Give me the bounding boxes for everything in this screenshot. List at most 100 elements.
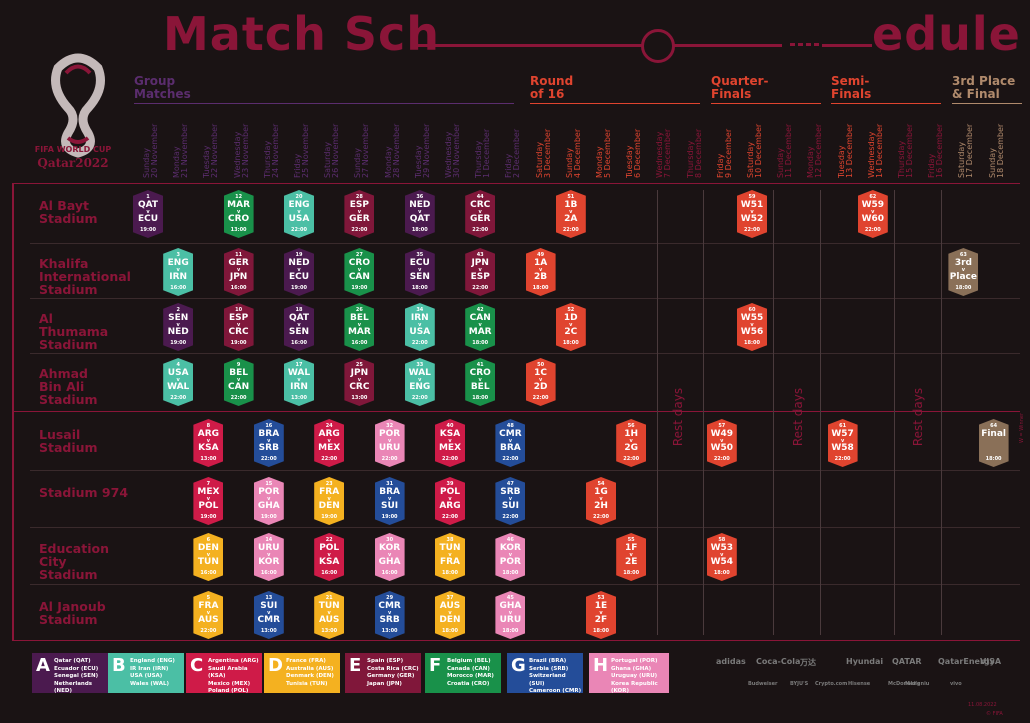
team-away: POR <box>499 557 521 567</box>
team-away: ECU <box>288 272 310 282</box>
versus-mark: v <box>146 209 150 215</box>
day-header: Friday 2 December <box>504 112 521 178</box>
team-home: FRA <box>198 601 219 611</box>
versus-mark: v <box>297 267 301 273</box>
team-home: POR <box>379 429 401 439</box>
versus-mark: v <box>569 322 573 328</box>
team-away: 2B <box>534 272 548 282</box>
versus-mark: v <box>176 322 180 328</box>
match-number: 29 <box>386 595 394 601</box>
match-number: 37 <box>446 595 454 601</box>
team-away: W52 <box>740 214 764 224</box>
match-number: 59 <box>748 194 756 200</box>
match-number: 18 <box>295 307 303 313</box>
kickoff-time: 22:00 <box>502 456 519 462</box>
kickoff-time: 22:00 <box>502 514 519 520</box>
kickoff-time: 18:00 <box>713 570 730 576</box>
team-away: DEN <box>439 615 461 625</box>
day-date: 24 November <box>270 123 280 178</box>
kickoff-time: 16:00 <box>381 570 398 576</box>
kickoff-time: 19:00 <box>230 340 247 346</box>
match-tile: 50 1C v 2D 22:00 <box>525 358 556 406</box>
day-header: Monday 21 November <box>172 112 189 178</box>
versus-mark: v <box>176 377 180 383</box>
day-header: Tuesday 13 December <box>837 112 854 178</box>
match-tile: 54 1G v 2H 22:00 <box>586 477 616 525</box>
stadium-label: Education City Stadium <box>39 541 109 582</box>
match-tile: 15 POR v GHA 19:00 <box>253 477 284 525</box>
team-away: SRB <box>258 443 279 453</box>
kickoff-time: 22:00 <box>411 340 428 346</box>
match-tile: 29 CMR v SRB 13:00 <box>374 591 405 639</box>
sponsor-logo: Budweiser <box>748 681 778 687</box>
group-legend-box: H Portugal (POR) Ghana (GHA) Uruguay (URU… <box>589 653 669 694</box>
versus-mark: v <box>357 322 362 328</box>
day-date: 8 December <box>693 128 703 178</box>
match-number: 41 <box>476 362 484 368</box>
team-home: CMR <box>378 601 401 611</box>
team-home: SUI <box>260 601 278 611</box>
match-tile: 2 SEN v NED 19:00 <box>163 303 194 351</box>
team-home: W51 <box>740 200 764 210</box>
match-tile: 51 1B v 2A 22:00 <box>555 190 586 238</box>
versus-mark: v <box>720 552 724 558</box>
match-tile: 43 JPN v ESP 22:00 <box>465 248 496 296</box>
match-number: 51 <box>567 194 575 200</box>
team-away: 2C <box>564 327 578 337</box>
group-teams: Brazil (BRA) Serbia (SRB) Switzerland (S… <box>529 658 582 694</box>
match-number: 12 <box>235 194 243 200</box>
match-number: 1 <box>146 194 150 200</box>
match-tile: 44 CRC v GER 22:00 <box>465 190 496 238</box>
day-header: Saturday 3 December <box>535 112 552 178</box>
logo-line2: Qatar2022 <box>37 156 109 170</box>
team-home: QAT <box>137 200 159 210</box>
team-away: URU <box>499 615 522 625</box>
group-teams: Qatar (QAT) Ecuador (ECU) Senegal (SEN) … <box>54 658 99 694</box>
versus-mark: v <box>750 322 754 328</box>
kickoff-time: 22:00 <box>864 227 881 233</box>
sponsor-logo: QATAR <box>892 657 922 666</box>
match-number: 6 <box>206 537 211 543</box>
sponsor-logo: Hyundai <box>846 657 884 666</box>
match-tile: 55 1F v 2E 18:00 <box>616 533 647 581</box>
match-tile: 17 WAL v IRN 13:00 <box>284 358 314 406</box>
stadium-label: Lusail Stadium <box>39 427 98 455</box>
kickoff-time: 18:00 <box>623 570 640 576</box>
column-separator <box>657 190 658 635</box>
team-home: ESP <box>228 313 249 323</box>
group-teams: Argentina (ARG) Saudi Arabia (KSA) Mexic… <box>208 658 259 694</box>
match-tile: 9 BEL v CAN 22:00 <box>223 358 254 406</box>
sponsor-logo: Crypto.com <box>815 681 848 687</box>
day-date: 29 November <box>421 123 431 178</box>
column-separator <box>894 190 895 635</box>
match-tile: 26 BEL v MAR 16:00 <box>344 303 375 351</box>
kickoff-time: 16:00 <box>260 570 277 576</box>
team-home: GER <box>228 258 249 268</box>
match-tile: 35 ECU v SEN 18:00 <box>404 248 435 296</box>
match-number: 57 <box>718 423 726 429</box>
kickoff-time: 16:00 <box>321 570 338 576</box>
team-home: SRB <box>500 487 521 497</box>
day-date: 22 November <box>210 123 220 178</box>
kickoff-time: 22:00 <box>291 227 307 233</box>
day-header: Tuesday 29 November <box>414 112 431 178</box>
match-number: 24 <box>325 423 333 429</box>
group-letter: C <box>190 655 204 676</box>
kickoff-time: 22:00 <box>623 456 640 462</box>
match-tile: 19 NED v ECU 19:00 <box>284 248 314 296</box>
match-number: 55 <box>627 537 635 543</box>
kickoff-time: 18:00 <box>532 285 549 291</box>
match-tile: 45 GHA v URU 18:00 <box>495 591 526 639</box>
match-number: 44 <box>476 194 484 200</box>
match-number: 54 <box>597 481 605 487</box>
kickoff-time: 18:00 <box>472 340 489 346</box>
kickoff-time: 18:00 <box>411 227 428 233</box>
team-away: W54 <box>710 557 734 567</box>
match-tile: 25 JPN v CRC 13:00 <box>344 358 375 406</box>
logo-line1: FIFA WORLD CUP <box>34 145 112 154</box>
match-number: 39 <box>446 481 454 487</box>
match-number: 50 <box>537 362 545 368</box>
team-home: 1G <box>594 487 608 497</box>
phase-label: Group Matches <box>134 74 191 101</box>
